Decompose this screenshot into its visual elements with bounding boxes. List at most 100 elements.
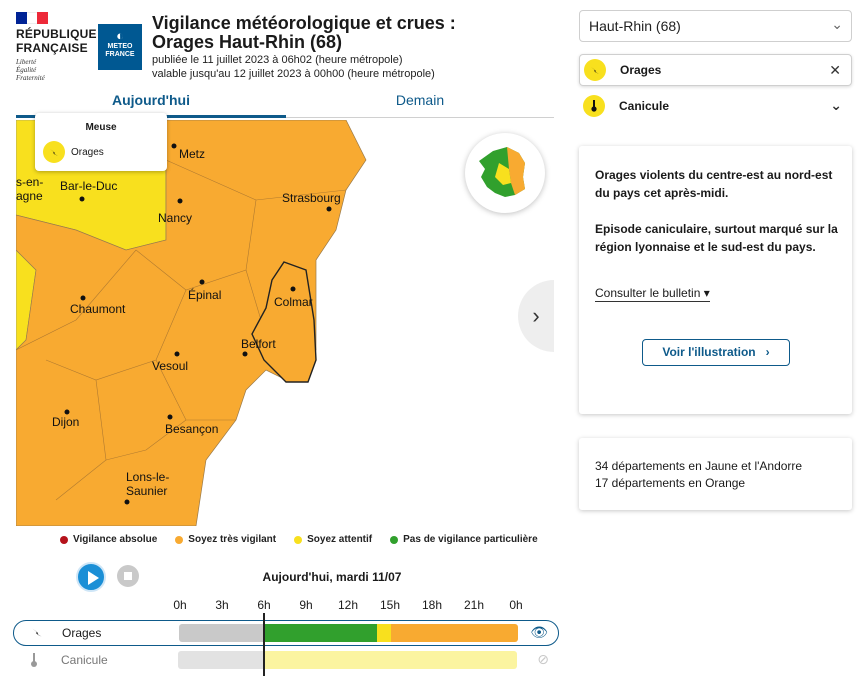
chevron-right-icon: › bbox=[532, 303, 540, 328]
timeline-segment bbox=[263, 624, 377, 642]
valid-until-date: valable jusqu'au 12 juillet 2023 à 00h00… bbox=[152, 68, 435, 80]
row-label: Orages bbox=[62, 626, 102, 640]
city-dijon: Dijon bbox=[52, 409, 79, 429]
hour-tick: 18h bbox=[421, 598, 443, 612]
chevron-down-icon: ⌄ bbox=[831, 16, 843, 32]
lightning-icon bbox=[584, 59, 606, 81]
map-tooltip: Meuse Orages bbox=[35, 113, 167, 171]
timeline-segment bbox=[178, 651, 263, 669]
timeline-segment bbox=[390, 624, 518, 642]
rf-name: RÉPUBLIQUE FRANÇAISE bbox=[16, 27, 97, 55]
timeline-row-orages[interactable]: Orages 👁 bbox=[13, 620, 559, 646]
eye-icon[interactable]: 👁 bbox=[530, 624, 548, 640]
hour-tick: 0h bbox=[173, 598, 187, 612]
hour-tick: 6h bbox=[257, 598, 271, 612]
thermometer-icon bbox=[583, 95, 605, 117]
france-overview-map[interactable] bbox=[465, 133, 545, 213]
department-haut-rhin[interactable] bbox=[251, 261, 317, 383]
page-title: Vigilance météorologique et crues : Orag… bbox=[152, 13, 456, 52]
hour-tick: 9h bbox=[299, 598, 313, 612]
hour-tick: 3h bbox=[215, 598, 229, 612]
svg-text:Nancy: Nancy bbox=[158, 211, 192, 225]
svg-text:Saunier: Saunier bbox=[126, 484, 167, 498]
timeline-segment bbox=[376, 624, 391, 642]
svg-text:Bar-le-Duc: Bar-le-Duc bbox=[60, 179, 117, 193]
city-chaumont: Chaumont bbox=[70, 295, 126, 316]
bulletin-card: Orages violents du centre-est au nord-es… bbox=[579, 146, 852, 414]
current-time-marker[interactable] bbox=[263, 613, 265, 676]
hour-tick: 21h bbox=[463, 598, 485, 612]
department-select[interactable]: Haut-Rhin (68) ⌄ bbox=[579, 10, 852, 42]
publication-info: publiée le 11 juillet 2023 à 06h02 (heur… bbox=[152, 53, 435, 81]
svg-text:s-en-: s-en- bbox=[16, 175, 43, 189]
view-illustration-button[interactable]: Voir l'illustration › bbox=[642, 339, 790, 366]
green-dot-icon bbox=[390, 535, 399, 544]
city-colmar: Colmar bbox=[274, 286, 313, 309]
svg-text:Metz: Metz bbox=[179, 147, 205, 161]
svg-text:Épinal: Épinal bbox=[188, 287, 221, 302]
region-orange[interactable] bbox=[16, 120, 367, 526]
summary-yellow: 34 départements en Jaune et l'Andorre bbox=[595, 459, 803, 473]
svg-text:Strasbourg: Strasbourg bbox=[282, 191, 341, 205]
consult-bulletin-link[interactable]: Consulter le bulletin ▾ bbox=[595, 286, 710, 302]
svg-text:Belfort: Belfort bbox=[241, 337, 276, 351]
legend-item-orange: Soyez très vigilant bbox=[175, 534, 276, 545]
lightning-icon bbox=[43, 141, 65, 163]
timeline-segment bbox=[262, 651, 517, 669]
city-epinal: Épinal bbox=[188, 279, 221, 302]
timeline-row-canicule[interactable]: Canicule ⊘ bbox=[13, 648, 559, 674]
yellow-dot-icon bbox=[294, 535, 303, 544]
timeline-bar-canicule bbox=[178, 651, 517, 669]
vigilance-map[interactable]: Metz Bar-le-Duc Strasbourg Nancy Épinal … bbox=[16, 120, 554, 526]
city-bar-le-duc: Bar-le-Duc bbox=[60, 179, 117, 202]
rf-motto: Liberté Égalité Fraternité bbox=[16, 58, 45, 82]
city-metz: Metz bbox=[171, 143, 205, 161]
timeline-hours: 0h 3h 6h 9h 12h 15h 18h 21h 0h bbox=[172, 598, 522, 612]
svg-text:Chaumont: Chaumont bbox=[70, 302, 126, 316]
svg-text:agne: agne bbox=[16, 189, 43, 203]
play-button[interactable] bbox=[76, 562, 106, 592]
city-nancy: Nancy bbox=[158, 198, 192, 225]
french-flag-icon bbox=[16, 12, 49, 24]
thermometer-icon bbox=[29, 652, 39, 671]
city-partial-west: s-en-agne bbox=[16, 175, 43, 203]
legend-item-green: Pas de vigilance particulière bbox=[390, 534, 538, 545]
timeline-bar-orages bbox=[179, 624, 518, 642]
close-icon[interactable]: ✕ bbox=[829, 62, 841, 78]
chevron-right-icon: › bbox=[758, 345, 770, 359]
summary-orange: 17 départements en Orange bbox=[595, 476, 746, 490]
stop-button[interactable] bbox=[117, 565, 139, 587]
tab-tomorrow[interactable]: Demain bbox=[286, 92, 554, 118]
city-vesoul: Vesoul bbox=[152, 351, 188, 373]
red-dot-icon bbox=[60, 535, 68, 544]
row-label: Canicule bbox=[61, 653, 108, 667]
meteo-france-logo[interactable]: ◐ METEO FRANCE bbox=[98, 24, 142, 70]
meteo-france-symbol-icon: ◐ bbox=[116, 28, 124, 43]
svg-text:Dijon: Dijon bbox=[52, 415, 79, 429]
svg-text:Vesoul: Vesoul bbox=[152, 359, 188, 373]
france-mini-map-icon bbox=[479, 147, 525, 197]
svg-text:Colmar: Colmar bbox=[274, 295, 313, 309]
vigilance-legend: Vigilance absolue Soyez très vigilant So… bbox=[60, 534, 556, 545]
timeline-day-label: Aujourd'hui, mardi 11/07 bbox=[262, 570, 402, 584]
phenomenon-canicule[interactable]: Canicule ⌄ bbox=[579, 90, 852, 122]
legend-item-red: Vigilance absolue bbox=[60, 534, 157, 545]
tooltip-department: Meuse bbox=[85, 122, 117, 133]
published-date: publiée le 11 juillet 2023 à 06h02 (heur… bbox=[152, 54, 403, 66]
hour-tick: 12h bbox=[337, 598, 359, 612]
city-strasbourg: Strasbourg bbox=[282, 191, 341, 212]
phenomenon-orages[interactable]: Orages ✕ bbox=[579, 54, 852, 86]
chevron-down-icon[interactable]: ⌄ bbox=[830, 97, 842, 113]
timeline-segment bbox=[179, 624, 264, 642]
city-lons-le-saunier: Lons-le-Saunier bbox=[124, 470, 169, 505]
caret-down-icon: ▾ bbox=[703, 286, 710, 300]
hour-tick: 15h bbox=[379, 598, 401, 612]
republique-francaise-logo: RÉPUBLIQUE FRANÇAISE Liberté Égalité Fra… bbox=[16, 12, 97, 82]
eye-off-icon[interactable]: ⊘ bbox=[537, 651, 549, 667]
legend-item-yellow: Soyez attentif bbox=[294, 534, 372, 545]
svg-text:Besançon: Besançon bbox=[165, 422, 218, 436]
bulletin-paragraph-2: Episode caniculaire, surtout marqué sur … bbox=[595, 222, 838, 254]
summary-card: 34 départements en Jaune et l'Andorre 17… bbox=[579, 438, 852, 510]
map-svg: Metz Bar-le-Duc Strasbourg Nancy Épinal … bbox=[16, 120, 554, 526]
header: RÉPUBLIQUE FRANÇAISE Liberté Égalité Fra… bbox=[0, 0, 570, 92]
